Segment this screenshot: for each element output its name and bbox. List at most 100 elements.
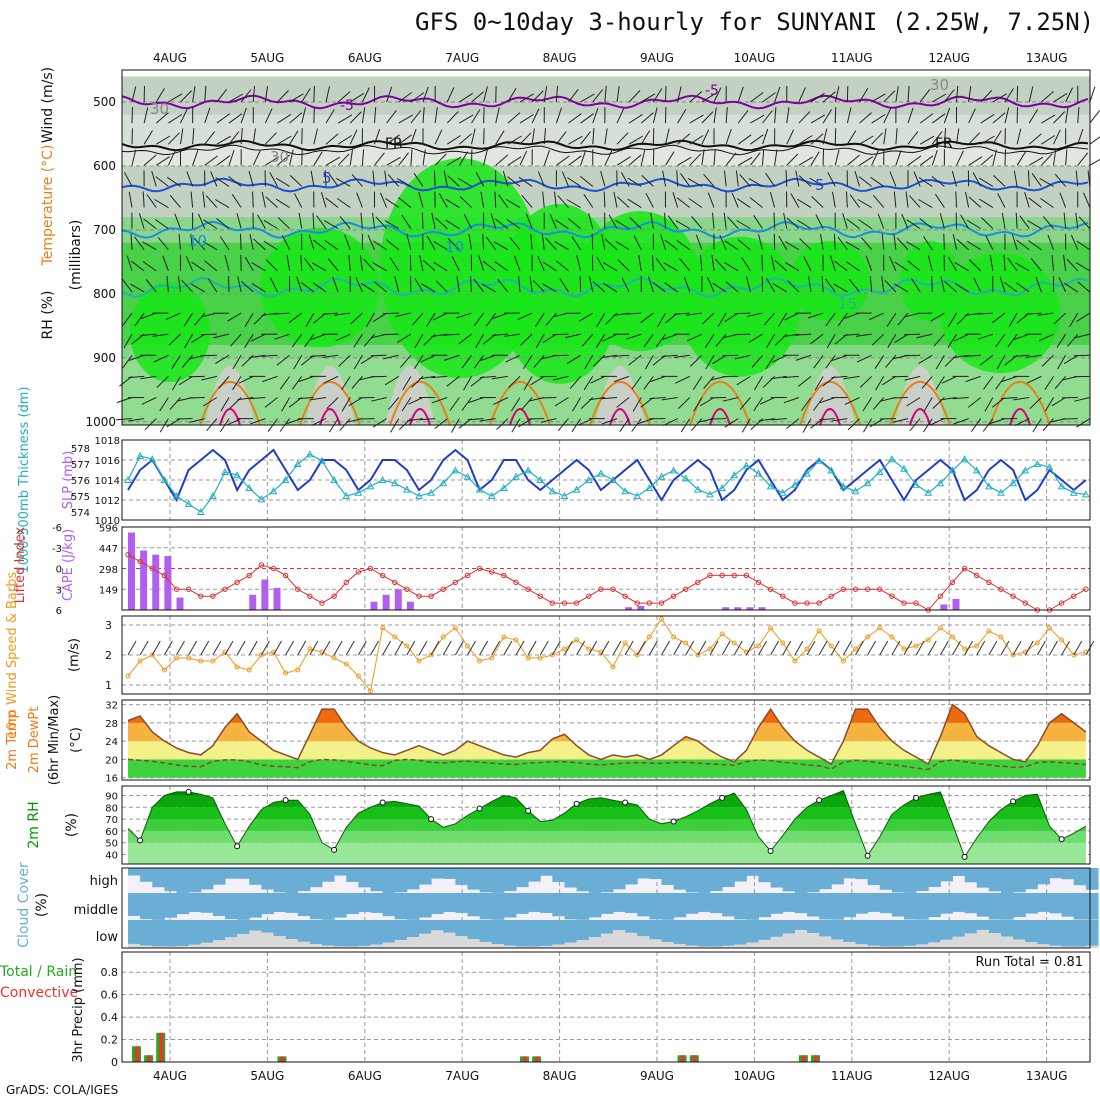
wind-barb [324, 170, 327, 187]
wind-barb [505, 354, 521, 363]
cloud-low-fill [637, 936, 650, 948]
wind-barb [798, 175, 812, 187]
contour-label: FR [935, 136, 953, 152]
wind-barb [1042, 216, 1054, 229]
wind-barb [210, 171, 218, 187]
wind-barb [809, 177, 824, 187]
wind-barb [473, 278, 485, 293]
wind-barb [869, 275, 873, 292]
surface-wind-barb [855, 640, 864, 656]
wind-barb [122, 278, 133, 293]
cloud-bar [346, 920, 359, 947]
wind-barb [470, 275, 472, 292]
cloud-low-fill [1085, 945, 1099, 948]
wind-barb [955, 191, 957, 208]
cloud-bar [649, 868, 662, 880]
wind-speed-point [525, 655, 531, 661]
wind-barb [311, 262, 327, 272]
wind-barb [748, 177, 763, 187]
cloud-bar [431, 920, 444, 931]
cloud-low-fill [528, 946, 541, 948]
cloud-low-fill [419, 933, 432, 948]
wind-barb [491, 375, 508, 380]
wind-barb [281, 397, 291, 412]
wind-barb [480, 354, 496, 361]
wind-barb [126, 255, 133, 271]
lifted-index-point [525, 586, 531, 592]
wind-barb [847, 154, 860, 166]
lifted-index-point [828, 593, 834, 599]
wind-barb [758, 234, 763, 250]
wind-barb [858, 219, 872, 230]
wind-barb [894, 333, 909, 344]
wind-barb [875, 376, 885, 391]
wind-barb [675, 375, 690, 384]
wind-speed-point [549, 652, 555, 658]
wind-barb [703, 376, 715, 389]
cloud-low-fill [200, 942, 214, 948]
wind-barb [155, 156, 170, 166]
precip-ylabel-a: Total / Rain [0, 964, 77, 980]
cloud-bar [782, 920, 796, 934]
wind-barb [625, 312, 642, 315]
rh-tick-label: 70 [105, 815, 118, 826]
wind-barb [313, 151, 323, 166]
wind-barb [737, 134, 752, 145]
wind-barb [770, 375, 787, 380]
temp-ylabel-c: (6hr Min/Max) [47, 695, 62, 785]
wind-barb [1066, 258, 1079, 272]
wind-barb [661, 397, 678, 401]
cloud-bar [140, 893, 153, 920]
wind-barb [826, 333, 836, 349]
wind-barb [845, 241, 860, 251]
surface-wind-barb [394, 640, 404, 656]
wind-barb [228, 149, 235, 166]
wind-barb [968, 86, 972, 103]
wind-barb [724, 262, 739, 272]
wind-barb [494, 261, 509, 272]
wind-barb [324, 240, 339, 251]
wind-barb [762, 110, 773, 124]
wind-barb [677, 133, 691, 145]
wind-barb [795, 354, 812, 361]
wind-barb [591, 233, 594, 250]
wind-barb [162, 255, 169, 272]
surface-wind-barb [551, 640, 561, 656]
pressure-tick-label: 700 [93, 223, 116, 237]
wind-speed-point [562, 646, 567, 652]
surface-wind-barb [988, 640, 998, 656]
cloud-bar [164, 868, 177, 892]
wind-barb [707, 277, 715, 293]
wind-barb [216, 88, 227, 103]
cloud-bar [479, 893, 493, 920]
wind-barb [337, 91, 351, 103]
wind-barb [1025, 312, 1042, 315]
wind-barb [638, 418, 654, 425]
cape-bar [722, 607, 730, 610]
wind-barb [155, 219, 169, 230]
cloud-bar [1037, 868, 1050, 885]
wind-barb [545, 312, 557, 326]
wind-barb [1076, 240, 1091, 251]
thickness-tick-label: 576 [71, 476, 90, 487]
cape-ylabel-left: Lifted Index [13, 526, 28, 603]
wind-barb [228, 93, 244, 103]
wind-barb [846, 107, 852, 124]
wind-barb [813, 397, 824, 411]
wind-barb [543, 86, 548, 103]
wind-barb [337, 114, 353, 124]
wind-barb [414, 333, 424, 349]
wind-barb [786, 107, 790, 124]
cloud-low-fill [479, 941, 493, 948]
wind-barb [1089, 86, 1096, 103]
lifted-index-point [1083, 586, 1089, 592]
surface-wind-barb [309, 640, 319, 656]
wind-barb [491, 333, 508, 336]
wind-barb [432, 312, 448, 321]
wind-barb [600, 396, 618, 400]
lifted-index-point [695, 579, 701, 586]
cloud-bar [285, 920, 299, 940]
wind-barb [142, 191, 145, 208]
wind-barb [431, 333, 448, 338]
thickness-point [815, 456, 823, 464]
